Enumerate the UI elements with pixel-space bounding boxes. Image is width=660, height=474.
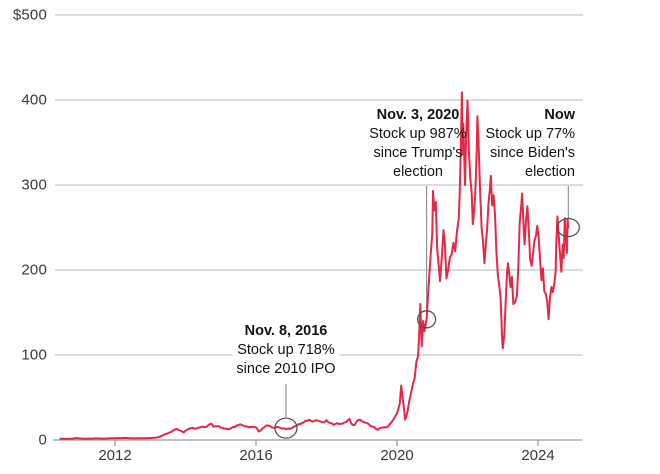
- x-tick-label-2020: 2020: [380, 447, 414, 464]
- annotation-now-title: Now: [544, 107, 575, 123]
- x-tick-label-2024: 2024: [521, 447, 555, 464]
- annotation-2020-election: Nov. 3, 2020 Stock up 987% since Trump's…: [369, 106, 467, 182]
- x-tick-label-2016: 2016: [239, 447, 273, 464]
- annotation-2016-election: Nov. 8, 2016 Stock up 718% since 2010 IP…: [232, 322, 340, 379]
- marker-circle-now: [556, 217, 580, 238]
- annotation-2020-line4: election: [393, 164, 443, 180]
- y-tick-label-100: 100: [21, 346, 47, 364]
- y-tick-label-200: 200: [21, 261, 47, 279]
- y-tick-label-400: 400: [21, 91, 47, 109]
- marker-circle-election-2016: [274, 417, 298, 439]
- annotation-now-line4: election: [525, 164, 575, 180]
- x-tick-label-2012: 2012: [98, 447, 132, 464]
- annotation-now-line3: since Biden's: [490, 145, 575, 161]
- annotation-2016-line3: since 2010 IPO: [236, 361, 336, 377]
- annotation-2020-line2: Stock up 987%: [369, 126, 467, 142]
- annotation-2016-line2: Stock up 718%: [237, 342, 335, 358]
- annotation-2020-title: Nov. 3, 2020: [376, 107, 460, 123]
- y-tick-label-0: 0: [38, 431, 47, 449]
- price-line: [59, 91, 570, 440]
- y-tick-label-300: 300: [21, 176, 47, 194]
- annotation-now: Now Stock up 77% since Biden's election: [486, 106, 575, 182]
- annotation-2020-line3: since Trump's: [373, 145, 463, 161]
- annotation-now-line2: Stock up 77%: [485, 126, 575, 142]
- marker-circle-election-2020: [416, 310, 437, 329]
- annotation-2016-title: Nov. 8, 2016: [244, 323, 328, 339]
- y-tick-label-500: $500: [12, 6, 47, 24]
